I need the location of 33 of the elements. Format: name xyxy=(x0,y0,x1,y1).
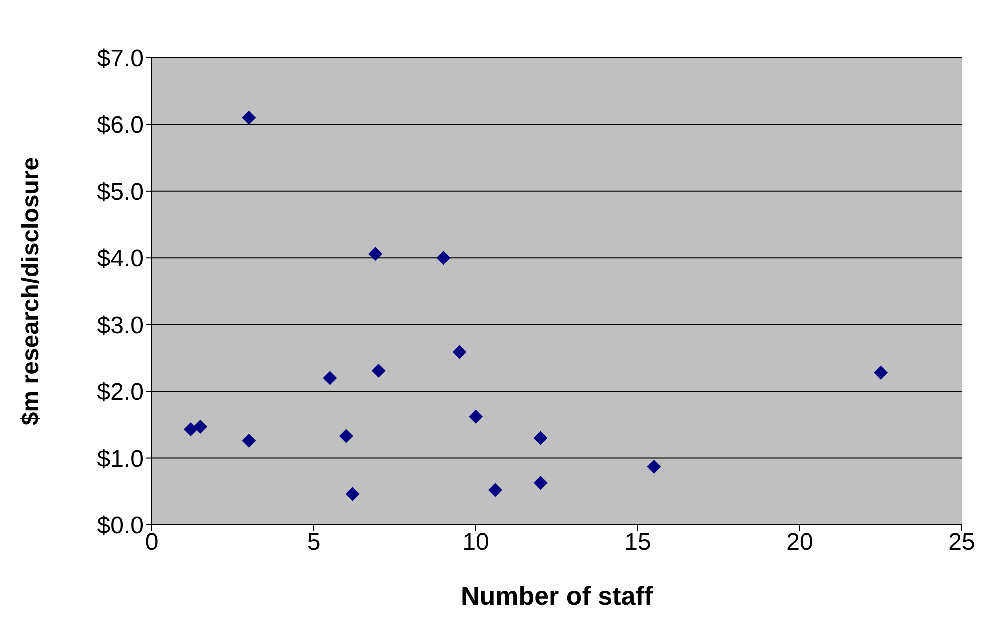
point xyxy=(647,460,662,474)
y-tick-label: $7.0 xyxy=(97,46,144,73)
y-tick-label: $5.0 xyxy=(97,178,144,206)
point xyxy=(534,431,548,446)
point xyxy=(194,420,208,434)
y-tick-label: $1.0 xyxy=(97,446,144,473)
point xyxy=(534,476,548,490)
x-tick-label: 0 xyxy=(145,529,159,556)
point xyxy=(372,364,386,378)
point xyxy=(488,483,502,498)
point xyxy=(452,345,467,360)
x-tick-label: 10 xyxy=(462,529,490,556)
point xyxy=(184,422,198,437)
x-tick-label: 5 xyxy=(307,529,321,556)
point xyxy=(436,251,451,266)
point xyxy=(469,410,483,424)
point xyxy=(242,111,256,126)
point xyxy=(368,247,383,262)
y-tick-label: $2.0 xyxy=(97,379,144,406)
y-axis-title: $m research/disclosure xyxy=(18,157,45,426)
point xyxy=(346,487,360,502)
x-tick-label: 20 xyxy=(786,529,814,556)
x-tick-label: 15 xyxy=(624,529,652,556)
y-tick-label: $3.0 xyxy=(97,312,144,340)
x-axis-title: Number of staff xyxy=(460,581,654,611)
y-tick-label: $0.0 xyxy=(97,512,144,540)
point xyxy=(323,371,338,386)
y-tick-label: $4.0 xyxy=(97,246,144,273)
x-tick-label: 25 xyxy=(948,529,976,556)
y-tick-label: $6.0 xyxy=(97,112,144,140)
point xyxy=(242,434,256,448)
point xyxy=(339,429,354,444)
point xyxy=(874,366,888,380)
